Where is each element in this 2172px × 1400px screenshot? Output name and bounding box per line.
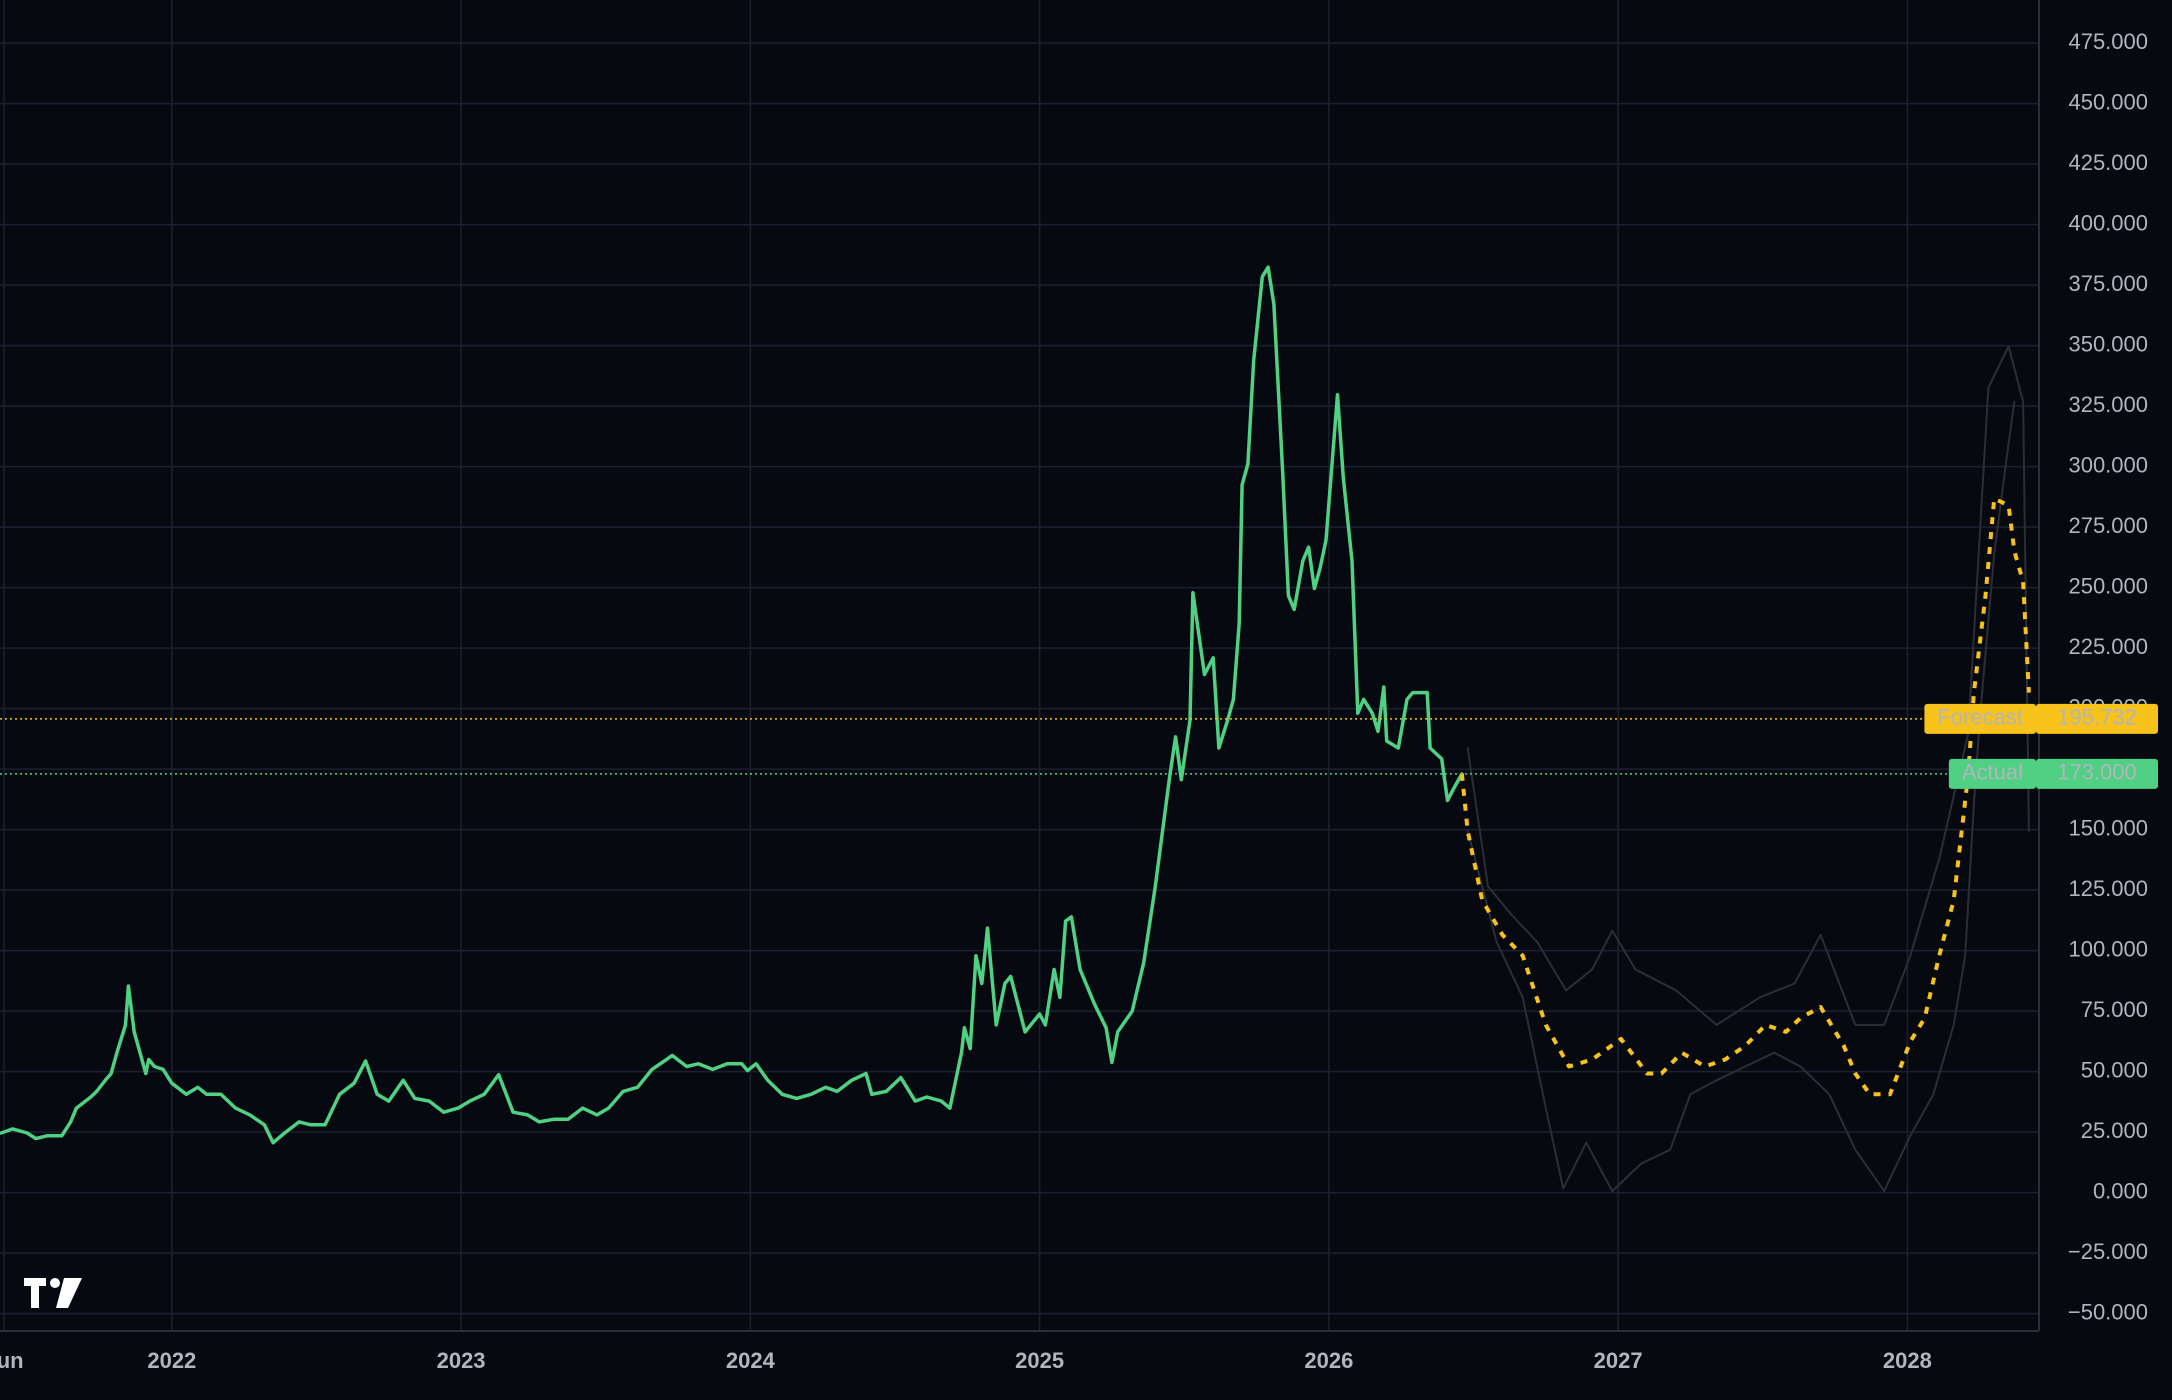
grid xyxy=(0,0,2039,1331)
series-line xyxy=(1459,496,2031,1097)
price-line-value-box xyxy=(2036,758,2158,789)
logo-dot xyxy=(50,1278,60,1288)
logo-mark xyxy=(56,1278,82,1308)
y-tick-label: 150.000 xyxy=(2068,815,2148,840)
price-line-value: 173.000 xyxy=(2057,760,2137,785)
y-tick-label: 250.000 xyxy=(2068,573,2148,598)
y-tick-label: −25.000 xyxy=(2068,1239,2148,1264)
x-tick-label: 2025 xyxy=(1015,1348,1064,1373)
y-tick-label: 225.000 xyxy=(2068,634,2148,659)
x-tick-label: 2026 xyxy=(1304,1348,1353,1373)
price-line-value: 195.732 xyxy=(2057,705,2137,730)
y-tick-label: 425.000 xyxy=(2068,150,2148,175)
y-tick-label: −50.000 xyxy=(2068,1299,2148,1324)
y-tick-label: 275.000 xyxy=(2068,513,2148,538)
y-tick-label: 475.000 xyxy=(2068,29,2148,54)
y-tick-label: 450.000 xyxy=(2068,89,2148,114)
y-tick-label: 325.000 xyxy=(2068,392,2148,417)
y-tick-label: 125.000 xyxy=(2068,876,2148,901)
plot-area xyxy=(0,265,2039,1193)
y-tick-label: 50.000 xyxy=(2081,1057,2148,1082)
y-tick-label: 300.000 xyxy=(2068,452,2148,477)
x-tick-label: 2022 xyxy=(147,1348,196,1373)
axes: −50.000 −25.000 0.000 25.000 50.000 75.000 100… xyxy=(0,0,2158,1373)
x-tick-label: Jun xyxy=(0,1348,24,1373)
x-tick-label: 2024 xyxy=(726,1348,776,1373)
y-tick-label: 350.000 xyxy=(2068,331,2148,356)
x-tick-label: 2023 xyxy=(437,1348,486,1373)
y-tick-label: 75.000 xyxy=(2081,997,2148,1022)
x-tick-label: 2027 xyxy=(1594,1348,1643,1373)
band-line xyxy=(1466,345,2030,1026)
price-line-name: Actual xyxy=(1962,760,2023,785)
y-tick-label: 400.000 xyxy=(2068,210,2148,235)
logo xyxy=(24,1278,82,1308)
price-line-name-box xyxy=(1924,703,2036,734)
y-tick-label: 100.000 xyxy=(2068,936,2148,961)
series-line xyxy=(0,265,1464,1145)
price-line-value-box xyxy=(2036,703,2158,734)
y-tick-label: 375.000 xyxy=(2068,271,2148,296)
price-line-name: Forecast xyxy=(1937,705,2023,730)
y-tick-label: 0.000 xyxy=(2093,1178,2148,1203)
y-tick-label: 25.000 xyxy=(2081,1118,2148,1143)
band-line xyxy=(1466,400,2016,1193)
x-tick-label: 2028 xyxy=(1883,1348,1932,1373)
logo-mark xyxy=(24,1278,46,1308)
price-line-name-box xyxy=(1948,758,2036,789)
